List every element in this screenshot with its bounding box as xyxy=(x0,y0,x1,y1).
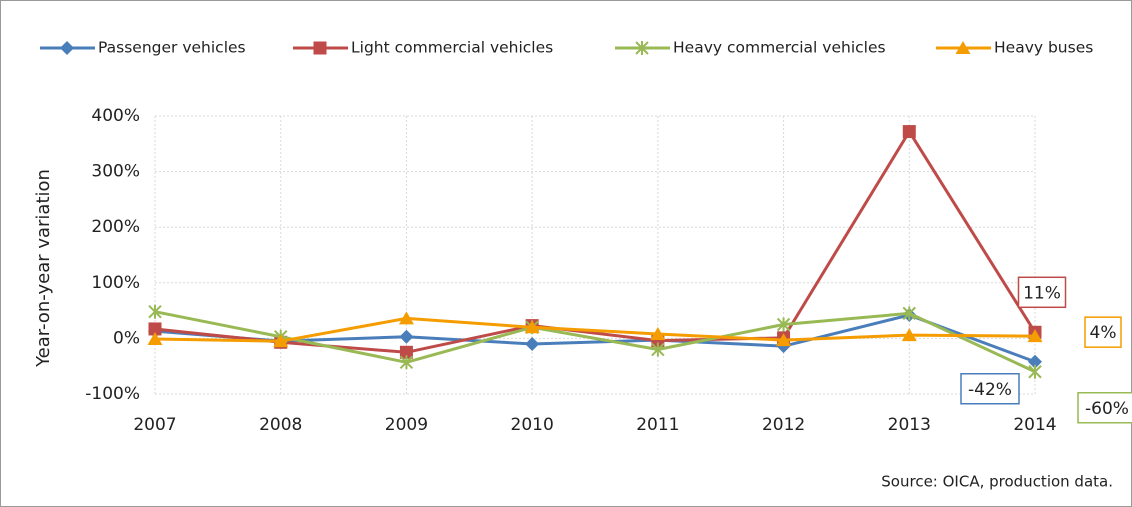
x-tick-label: 2013 xyxy=(888,415,931,435)
legend-label: Passenger vehicles xyxy=(98,39,246,57)
legend-label: Light commercial vehicles xyxy=(351,39,553,57)
x-tick-label: 2010 xyxy=(511,415,554,435)
marker xyxy=(399,345,413,359)
y-tick-label: 200% xyxy=(91,217,140,237)
marker xyxy=(635,41,649,55)
legend-label: Heavy commercial vehicles xyxy=(673,39,886,57)
marker xyxy=(525,336,540,351)
y-tick-label: 0% xyxy=(113,328,140,348)
x-tick-label: 2012 xyxy=(762,415,805,435)
marker xyxy=(148,322,162,336)
data-label-box xyxy=(1084,316,1122,348)
data-label: -42% xyxy=(968,380,1012,400)
marker xyxy=(60,41,74,55)
y-tick-label: 300% xyxy=(91,162,140,182)
marker xyxy=(901,328,917,342)
marker xyxy=(1028,364,1042,379)
marker xyxy=(147,331,163,345)
x-tick-label: 2014 xyxy=(1013,415,1056,435)
data-label: 11% xyxy=(1023,283,1061,303)
x-tick-label: 2009 xyxy=(385,415,428,435)
data-label: 4% xyxy=(1090,323,1117,343)
series-line xyxy=(154,130,1037,354)
marker xyxy=(650,326,666,340)
marker xyxy=(902,125,916,139)
series-line xyxy=(154,310,1036,374)
marker xyxy=(1028,354,1042,369)
marker xyxy=(399,355,414,370)
marker xyxy=(524,320,540,334)
marker xyxy=(651,342,665,357)
data-label-box xyxy=(1077,392,1132,424)
y-axis-label: Year-on-year variation xyxy=(33,169,54,368)
marker xyxy=(273,334,289,348)
data-label-box xyxy=(960,373,1020,405)
x-tick-label: 2011 xyxy=(636,415,679,435)
legend-label: Heavy buses xyxy=(994,39,1093,57)
marker xyxy=(902,306,916,321)
y-tick-label: -100% xyxy=(85,384,140,404)
source-note: Source: OICA, production data. xyxy=(881,473,1113,491)
marker xyxy=(776,317,791,332)
data-label: -60% xyxy=(1085,399,1129,419)
x-tick-label: 2008 xyxy=(259,415,302,435)
marker xyxy=(1027,329,1043,343)
data-label-box xyxy=(1017,276,1067,309)
marker xyxy=(398,311,414,325)
marker xyxy=(776,333,792,347)
marker xyxy=(148,304,162,319)
marker xyxy=(955,41,971,54)
x-tick-label: 2007 xyxy=(133,415,176,435)
y-tick-label: 400% xyxy=(91,106,140,126)
y-tick-label: 100% xyxy=(91,273,140,293)
marker xyxy=(399,329,414,344)
series-line xyxy=(154,316,1036,343)
marker xyxy=(313,41,327,55)
